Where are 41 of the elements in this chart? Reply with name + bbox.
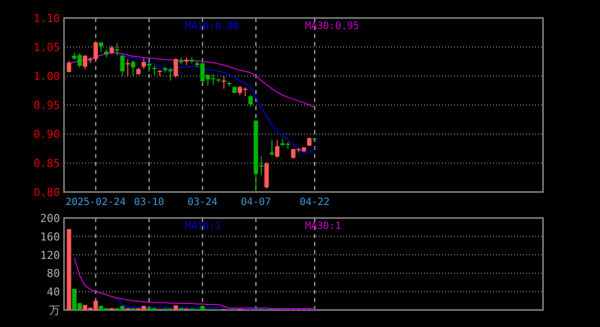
bar bbox=[66, 229, 72, 310]
y-tick-label: 40 bbox=[46, 286, 60, 299]
text: MA10:0.88 bbox=[185, 21, 240, 32]
candlestick bbox=[126, 58, 130, 76]
x-tick-label: 2025-02-24 bbox=[66, 197, 126, 208]
y-tick-label: 160 bbox=[40, 230, 60, 244]
candlestick bbox=[264, 162, 269, 190]
y-tick-label: 0.85 bbox=[34, 157, 60, 170]
y-tick-label: 万 bbox=[49, 304, 60, 317]
line-series bbox=[116, 297, 316, 310]
line-series bbox=[74, 258, 316, 310]
y-tick-label: 80 bbox=[46, 267, 60, 280]
candlestick bbox=[152, 65, 157, 76]
text: MA30:0.95 bbox=[305, 21, 360, 32]
x-tick-label: 04-07 bbox=[240, 197, 271, 208]
candlestick bbox=[270, 139, 274, 157]
text: MA10:1 bbox=[185, 221, 222, 232]
y-tick-label: 0.95 bbox=[34, 99, 60, 112]
y-tick-label: 200 bbox=[40, 212, 60, 225]
candlestick bbox=[142, 58, 146, 70]
candlestick bbox=[248, 94, 253, 108]
text: MA30:1 bbox=[305, 221, 342, 232]
x-tick-label: 03-24 bbox=[187, 197, 218, 208]
y-tick-label: 0.80 bbox=[34, 186, 60, 199]
candlestick bbox=[94, 40, 98, 61]
y-tick-label: 120 bbox=[40, 248, 60, 262]
candlestick bbox=[130, 60, 136, 76]
candlestick bbox=[114, 42, 120, 56]
candlestick bbox=[174, 58, 178, 78]
line-series bbox=[116, 55, 316, 154]
x-tick-label: 03-10 bbox=[134, 197, 164, 208]
y-tick-label: 1.05 bbox=[34, 41, 60, 54]
candlestick bbox=[66, 60, 72, 74]
y-tick-label: 0.90 bbox=[34, 128, 60, 141]
candlestick bbox=[222, 76, 226, 90]
y-tick-label: 1.00 bbox=[34, 70, 60, 83]
candlestick bbox=[120, 54, 125, 76]
candlestick bbox=[275, 139, 280, 158]
y-tick-label: 1.10 bbox=[34, 12, 60, 25]
bar bbox=[174, 305, 178, 310]
x-tick-label: 04-22 bbox=[300, 197, 330, 208]
